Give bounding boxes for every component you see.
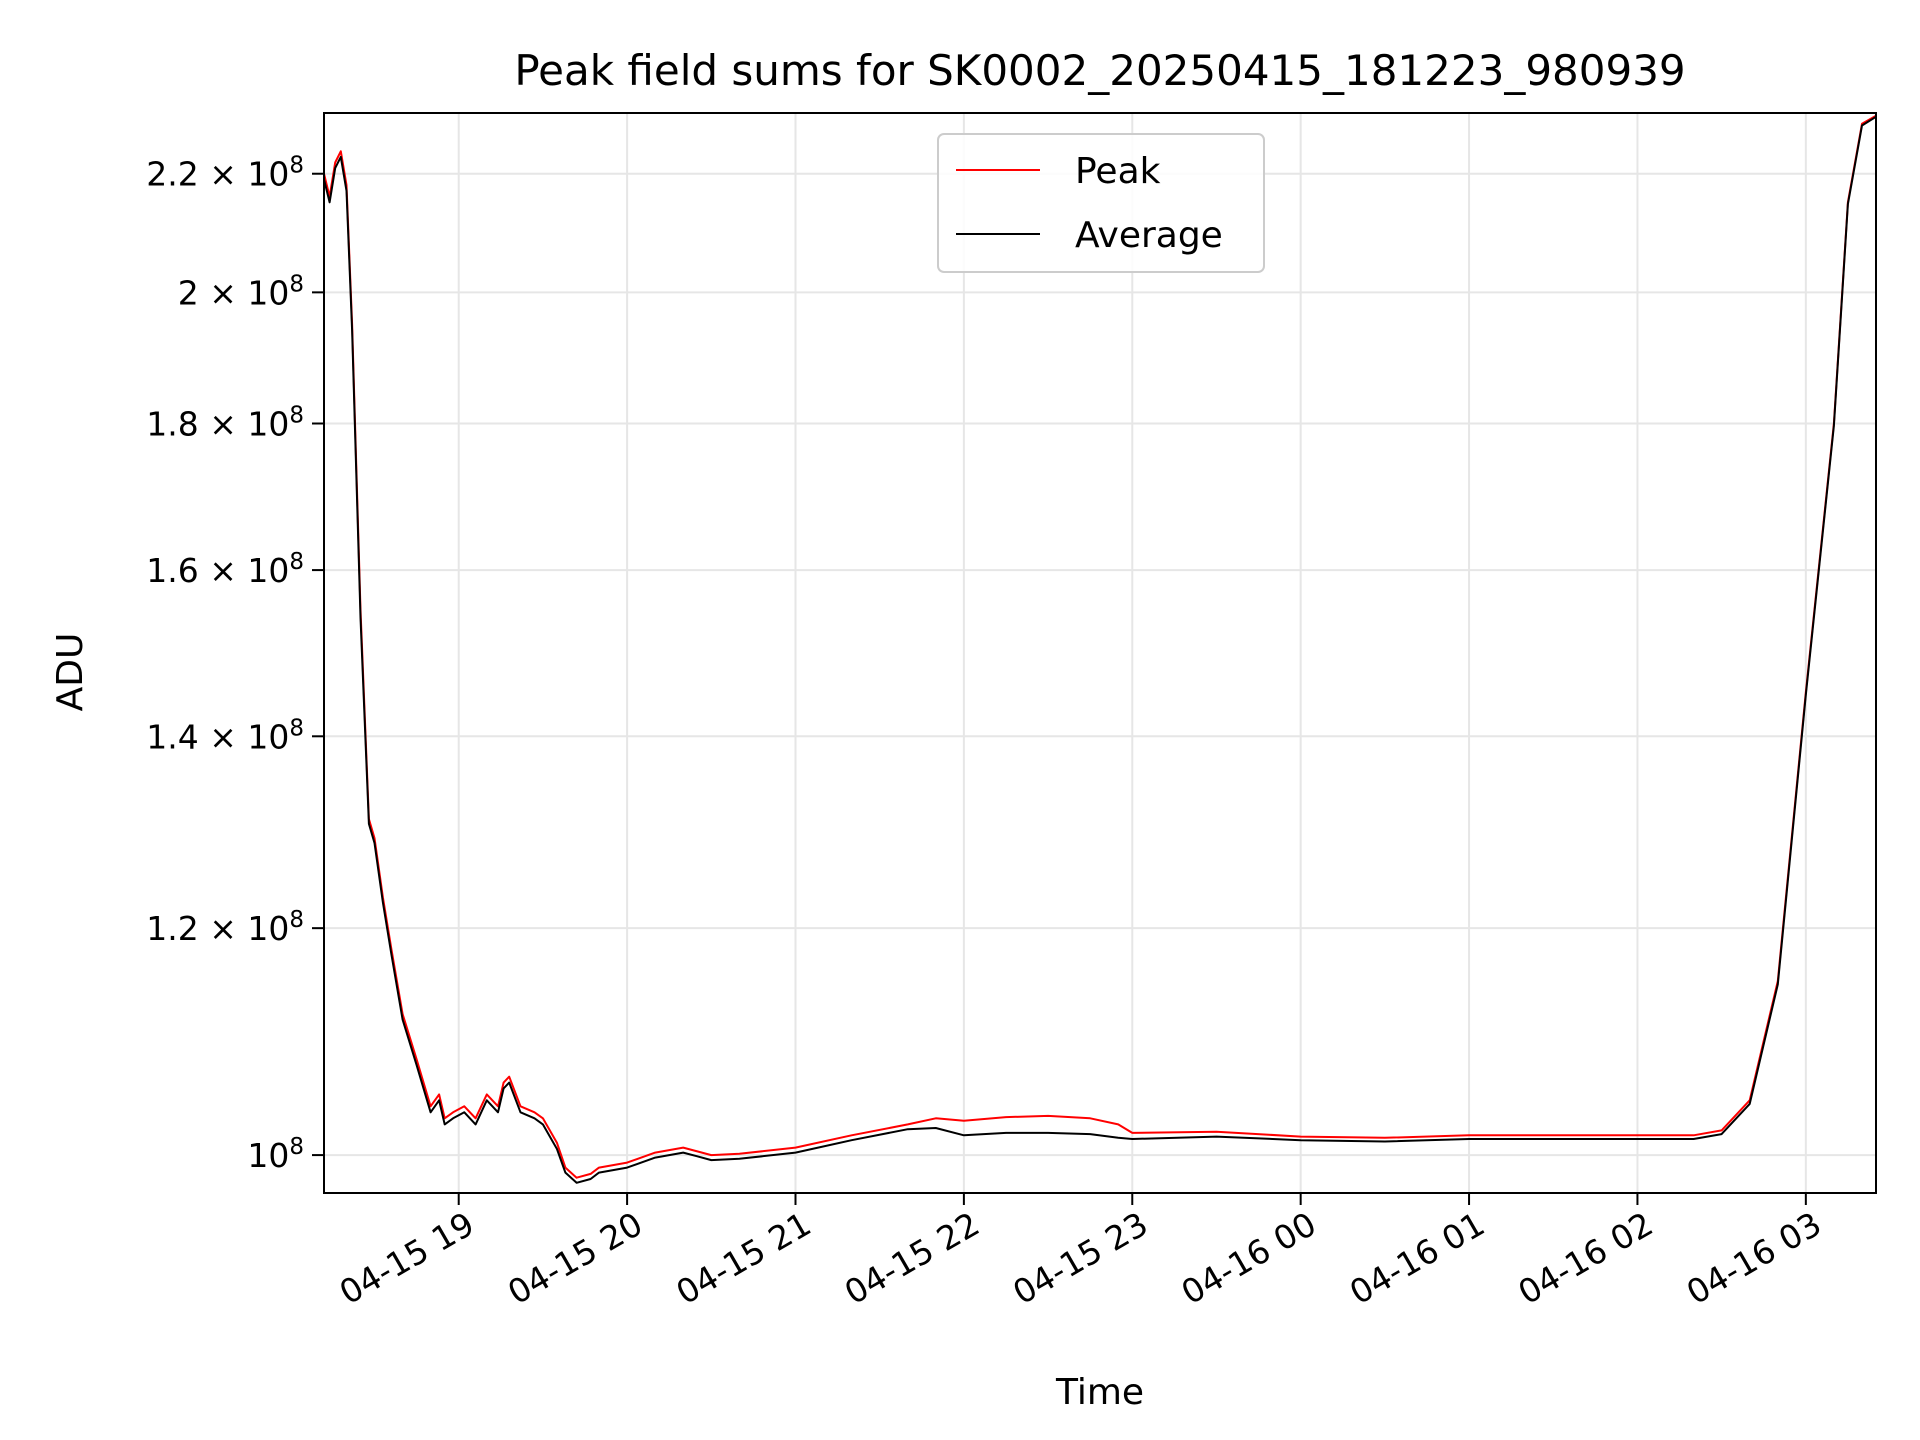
y-tick-label: 1.2 × 108 [146,907,304,948]
y-tick-label: 1.8 × 108 [146,402,304,443]
y-axis-ticks: 108 1.2 × 108 1.4 × 108 1.6 × 108 1.8 × 108 2… [146,153,324,1175]
plot-frame [323,112,1877,1194]
legend-label-peak: Peak [1075,151,1161,192]
y-tick-label: 108 [247,1134,304,1175]
series-layer [323,114,1877,1184]
legend-box [937,133,1265,273]
legend: Peak Average [937,133,1265,273]
chart-title: Peak field sums for SK0002_20250415_1812… [514,46,1685,95]
y-axis-label: ADU [50,633,91,712]
x-axis-label: Time [1055,1372,1144,1413]
series-line-average [323,115,1877,1184]
grid [324,113,1876,1193]
y-tick-label: 2 × 108 [178,271,304,312]
y-tick-label: 2.2 × 108 [146,153,304,194]
legend-label-average: Average [1075,215,1223,256]
y-tick-label: 1.6 × 108 [146,549,304,590]
y-tick-label: 1.4 × 108 [146,715,304,756]
